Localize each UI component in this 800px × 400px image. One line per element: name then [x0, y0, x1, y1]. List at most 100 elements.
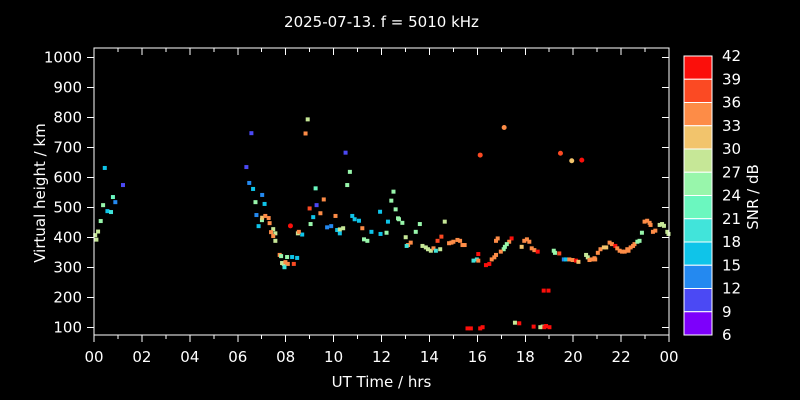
- data-point: [267, 221, 272, 226]
- data-point: [541, 288, 546, 293]
- x-tick-label: 18: [516, 348, 535, 366]
- data-point: [477, 152, 483, 158]
- x-tick-label: 20: [564, 348, 583, 366]
- data-point: [262, 201, 267, 206]
- data-point: [489, 257, 494, 262]
- y-tick-label: 1000: [44, 49, 82, 67]
- colorbar-segment: [683, 148, 713, 173]
- data-point: [105, 209, 110, 214]
- x-tick-label: 00: [84, 348, 103, 366]
- data-point: [519, 244, 524, 249]
- data-point: [538, 325, 543, 330]
- data-point: [501, 124, 507, 130]
- x-tick-label: 08: [276, 348, 295, 366]
- data-point: [120, 183, 125, 188]
- data-point: [337, 231, 342, 236]
- data-point: [283, 260, 288, 265]
- data-point: [378, 231, 383, 236]
- data-point: [478, 326, 483, 331]
- colorbar-segment: [683, 195, 713, 220]
- plot-frame: [93, 47, 670, 336]
- data-point: [413, 229, 418, 234]
- data-point: [589, 257, 594, 262]
- colorbar-segment: [683, 102, 713, 127]
- data-point: [345, 183, 350, 188]
- data-point: [647, 220, 652, 225]
- data-point: [244, 165, 249, 170]
- data-point: [329, 224, 334, 229]
- y-tick-label: 600: [53, 169, 82, 187]
- data-point: [569, 158, 575, 164]
- data-point: [282, 265, 287, 270]
- data-point: [417, 222, 422, 227]
- y-tick-label: 100: [53, 319, 82, 337]
- data-point: [263, 213, 268, 218]
- data-point: [561, 257, 566, 262]
- data-point: [601, 245, 606, 250]
- data-point: [626, 248, 631, 253]
- data-point: [531, 324, 536, 329]
- data-point: [266, 216, 271, 221]
- colorbar-segment: [683, 78, 713, 103]
- data-point: [494, 238, 499, 243]
- colorbar-tick-label: 21: [722, 210, 741, 228]
- data-point: [350, 213, 355, 218]
- data-point: [617, 248, 622, 253]
- data-point: [318, 211, 323, 216]
- data-point: [587, 258, 592, 263]
- colorbar-tick-label: 39: [722, 70, 741, 88]
- data-point: [628, 245, 633, 250]
- data-point: [480, 325, 485, 330]
- data-point: [465, 326, 470, 331]
- data-point: [341, 226, 346, 231]
- data-point: [507, 239, 512, 244]
- data-point: [247, 180, 252, 185]
- data-point: [396, 217, 401, 222]
- data-point: [356, 218, 361, 223]
- y-tick-label: 200: [53, 289, 82, 307]
- data-point: [352, 217, 357, 222]
- data-point: [504, 242, 509, 247]
- colorbar-segment: [683, 218, 713, 243]
- data-point: [295, 255, 300, 260]
- data-point: [335, 228, 340, 233]
- data-point: [423, 245, 428, 250]
- data-point: [378, 209, 383, 214]
- x-tick-label: 14: [420, 348, 439, 366]
- data-point: [337, 227, 342, 232]
- data-point: [495, 236, 500, 241]
- colorbar-tick-label: 42: [722, 47, 741, 65]
- data-point: [438, 247, 443, 252]
- data-point: [400, 220, 405, 225]
- data-point: [460, 243, 465, 248]
- data-point: [433, 248, 438, 253]
- data-point: [585, 255, 590, 260]
- data-point: [458, 238, 463, 243]
- data-point: [305, 117, 310, 122]
- data-point: [300, 232, 305, 237]
- data-point: [311, 215, 316, 220]
- data-point: [544, 324, 549, 329]
- y-tick-label: 500: [53, 199, 82, 217]
- data-point: [524, 237, 529, 242]
- data-point: [502, 244, 507, 249]
- data-point: [613, 243, 618, 248]
- data-point: [408, 240, 413, 245]
- data-point: [451, 239, 456, 244]
- colorbar-segment: [683, 125, 713, 150]
- data-point: [98, 219, 103, 224]
- colorbar-segment: [683, 264, 713, 289]
- data-point: [593, 257, 598, 262]
- data-point: [547, 325, 552, 330]
- data-point: [325, 225, 330, 230]
- data-point: [365, 238, 370, 243]
- data-point: [607, 240, 612, 245]
- data-point: [260, 192, 265, 197]
- figure-title: 2025-07-13. f = 5010 kHz: [284, 13, 479, 31]
- data-point: [557, 150, 563, 156]
- data-point: [321, 197, 326, 202]
- data-point: [420, 243, 425, 248]
- x-axis-label: UT Time / hrs: [331, 373, 432, 391]
- data-point: [428, 248, 433, 253]
